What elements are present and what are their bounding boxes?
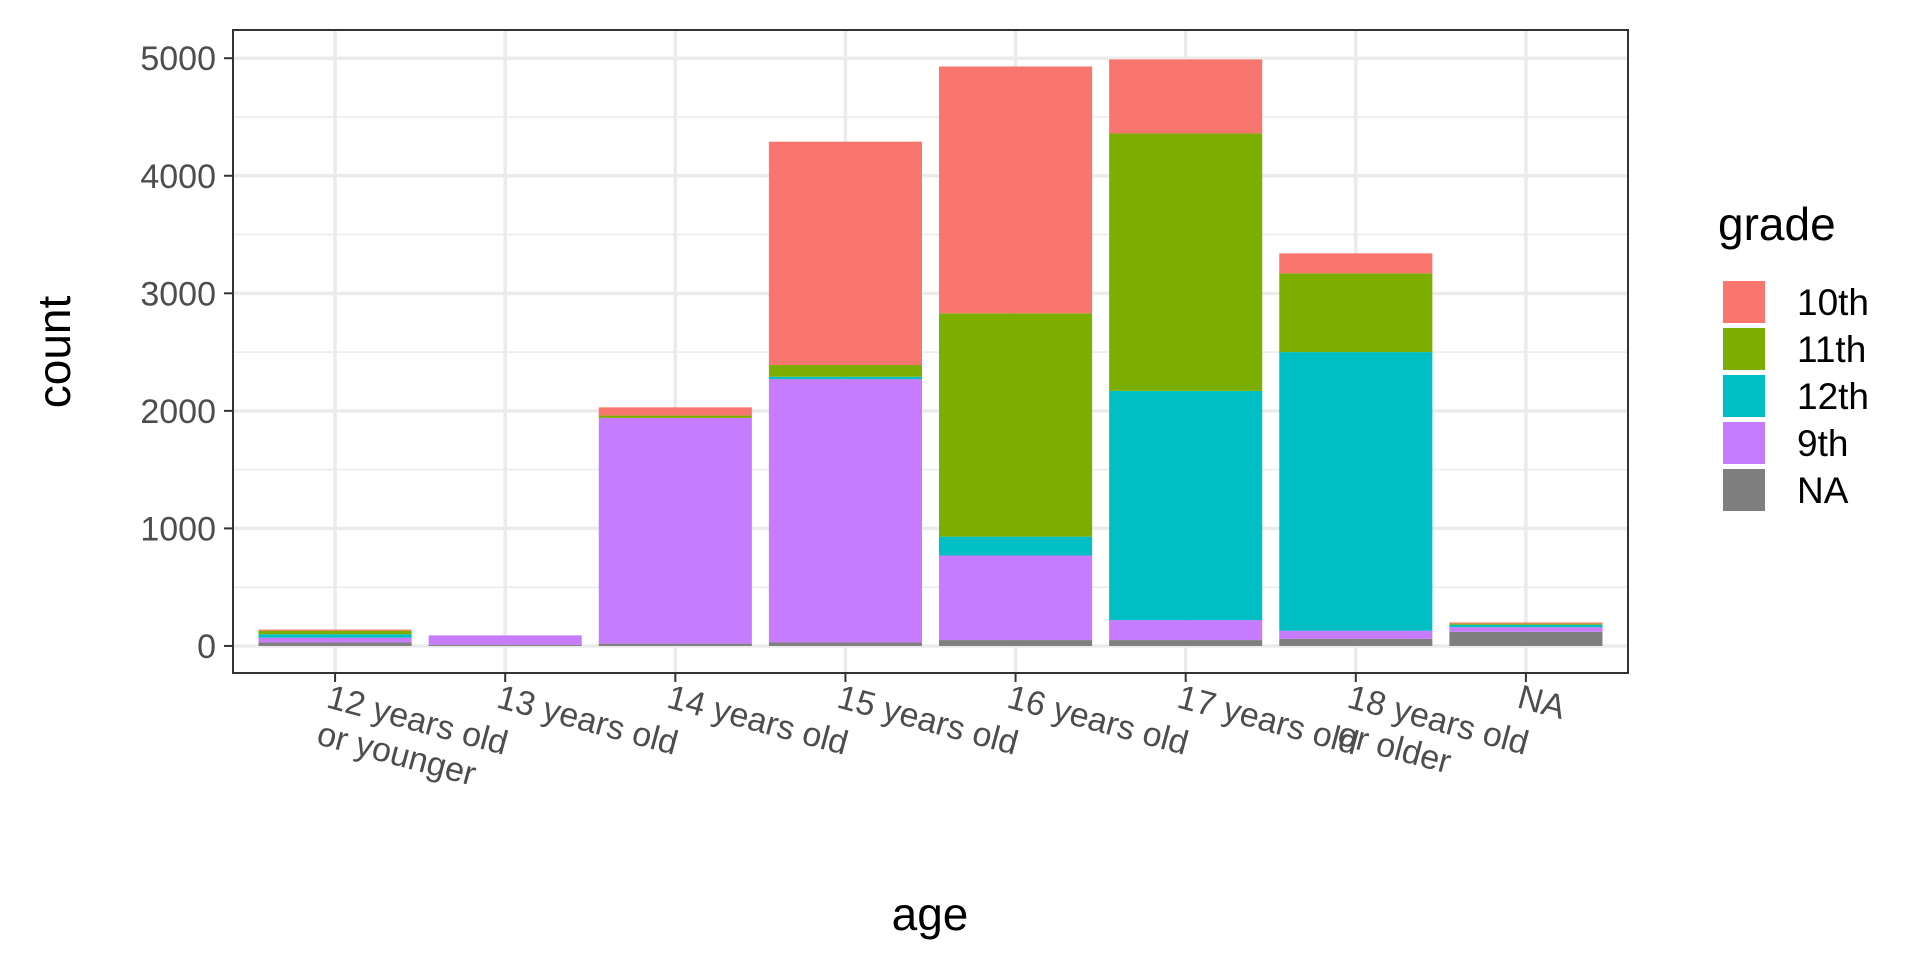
legend-key-9th bbox=[1721, 420, 1767, 466]
legend-label-12th: 12th bbox=[1797, 376, 1869, 417]
plot-panel-border bbox=[232, 29, 1629, 674]
legend-key-na bbox=[1721, 467, 1767, 513]
y-tick-label: 1000 bbox=[140, 510, 216, 548]
bar-segment-10th bbox=[1279, 253, 1433, 274]
bar-segment-9th bbox=[258, 637, 412, 643]
bar-segment-na bbox=[1279, 638, 1433, 646]
legend-label-11th: 11th bbox=[1797, 329, 1866, 370]
bar-segment-9th bbox=[598, 417, 752, 644]
legend-key-12th bbox=[1721, 373, 1767, 419]
legend-label-na: NA bbox=[1797, 470, 1849, 511]
legend-key-11th bbox=[1721, 326, 1767, 372]
bar-segment-na bbox=[258, 642, 412, 646]
bar-segment-9th bbox=[1109, 620, 1263, 641]
bar-segment-11th bbox=[598, 415, 752, 418]
bar-segment-11th bbox=[1449, 623, 1603, 625]
bar-segment-na bbox=[768, 642, 922, 646]
y-tick-label: 2000 bbox=[140, 393, 216, 431]
bar-segment-9th bbox=[1449, 627, 1603, 632]
bar-segment-12th bbox=[1109, 390, 1263, 621]
y-tick-label: 5000 bbox=[140, 40, 216, 78]
legend-key-10th bbox=[1721, 279, 1767, 325]
bar-segment-na bbox=[598, 643, 752, 646]
bars bbox=[258, 59, 1603, 646]
legend-title: grade bbox=[1718, 198, 1836, 250]
bar-segment-10th bbox=[598, 407, 752, 416]
legend-label-9th: 9th bbox=[1797, 423, 1848, 464]
bar-segment-na bbox=[1449, 631, 1603, 646]
y-tick-label: 4000 bbox=[140, 158, 216, 196]
bar-segment-9th bbox=[939, 555, 1093, 641]
y-axis: 0 1000 2000 3000 4000 5000 bbox=[140, 40, 233, 666]
y-tick-label: 0 bbox=[197, 628, 216, 666]
bar-segment-10th bbox=[939, 66, 1093, 314]
bar-segment-11th bbox=[939, 313, 1093, 537]
bar-segment-12th bbox=[1279, 352, 1433, 631]
y-axis-title: count bbox=[28, 296, 80, 409]
bar-segment-10th bbox=[768, 141, 922, 366]
bar-segment-9th bbox=[428, 635, 582, 645]
bar-segment-11th bbox=[1279, 273, 1433, 353]
bar-segment-11th bbox=[258, 630, 412, 635]
bar-segment-9th bbox=[1279, 630, 1433, 639]
bar-segment-11th bbox=[768, 365, 922, 377]
x-axis-title: age bbox=[892, 888, 969, 940]
bar-segment-12th bbox=[768, 376, 922, 380]
bar-segment-na bbox=[1109, 640, 1263, 646]
legend: grade 10th 11th 12th 9th NA bbox=[1718, 198, 1869, 513]
y-tick-label: 3000 bbox=[140, 275, 216, 313]
bar-segment-10th bbox=[258, 629, 412, 631]
bar-segment-na bbox=[428, 644, 582, 646]
legend-label-10th: 10th bbox=[1797, 282, 1869, 323]
bar-segment-12th bbox=[258, 634, 412, 638]
bar-segment-12th bbox=[939, 536, 1093, 556]
bar-segment-9th bbox=[768, 379, 922, 643]
bar-segment-12th bbox=[1449, 624, 1603, 628]
bar-segment-11th bbox=[1109, 133, 1263, 391]
bar-segment-10th bbox=[1449, 622, 1603, 624]
bar-segment-na bbox=[939, 640, 1093, 646]
bar-segment-10th bbox=[1109, 59, 1263, 134]
